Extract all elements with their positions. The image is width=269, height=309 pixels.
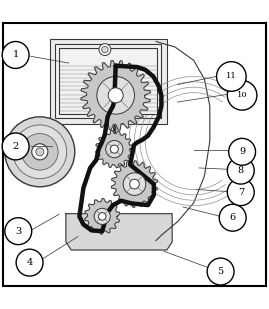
Circle shape (217, 62, 246, 91)
Circle shape (2, 133, 29, 160)
Polygon shape (85, 199, 120, 234)
Text: 6: 6 (230, 213, 236, 222)
Polygon shape (96, 130, 133, 168)
Circle shape (219, 204, 246, 231)
Circle shape (16, 249, 43, 276)
Text: 3: 3 (15, 227, 22, 236)
Polygon shape (66, 214, 172, 250)
FancyBboxPatch shape (59, 48, 157, 114)
Circle shape (108, 88, 123, 103)
FancyBboxPatch shape (55, 44, 161, 118)
FancyBboxPatch shape (3, 23, 266, 286)
Circle shape (110, 145, 118, 153)
Circle shape (2, 41, 29, 68)
Circle shape (98, 213, 106, 220)
Circle shape (22, 133, 58, 170)
Text: 1: 1 (12, 50, 19, 59)
Text: 4: 4 (26, 258, 33, 267)
Circle shape (99, 44, 111, 56)
Circle shape (227, 179, 254, 205)
Text: 8: 8 (238, 166, 244, 175)
Text: 2: 2 (12, 142, 19, 151)
Circle shape (102, 46, 108, 53)
Circle shape (123, 173, 146, 195)
Circle shape (94, 208, 110, 224)
Polygon shape (111, 161, 158, 207)
Circle shape (106, 141, 123, 158)
Polygon shape (81, 61, 150, 130)
FancyBboxPatch shape (50, 39, 167, 124)
Text: 5: 5 (218, 267, 224, 276)
Text: 10: 10 (237, 91, 247, 99)
Circle shape (227, 157, 254, 184)
Circle shape (229, 138, 256, 165)
Circle shape (227, 81, 257, 110)
Text: 11: 11 (226, 73, 237, 80)
Circle shape (5, 117, 75, 187)
Text: 9: 9 (239, 147, 245, 156)
Circle shape (130, 179, 139, 189)
Circle shape (5, 218, 32, 245)
Circle shape (36, 148, 44, 156)
Text: 7: 7 (238, 188, 244, 197)
Circle shape (207, 258, 234, 285)
Circle shape (13, 125, 67, 179)
Circle shape (97, 77, 134, 114)
Circle shape (32, 144, 48, 160)
